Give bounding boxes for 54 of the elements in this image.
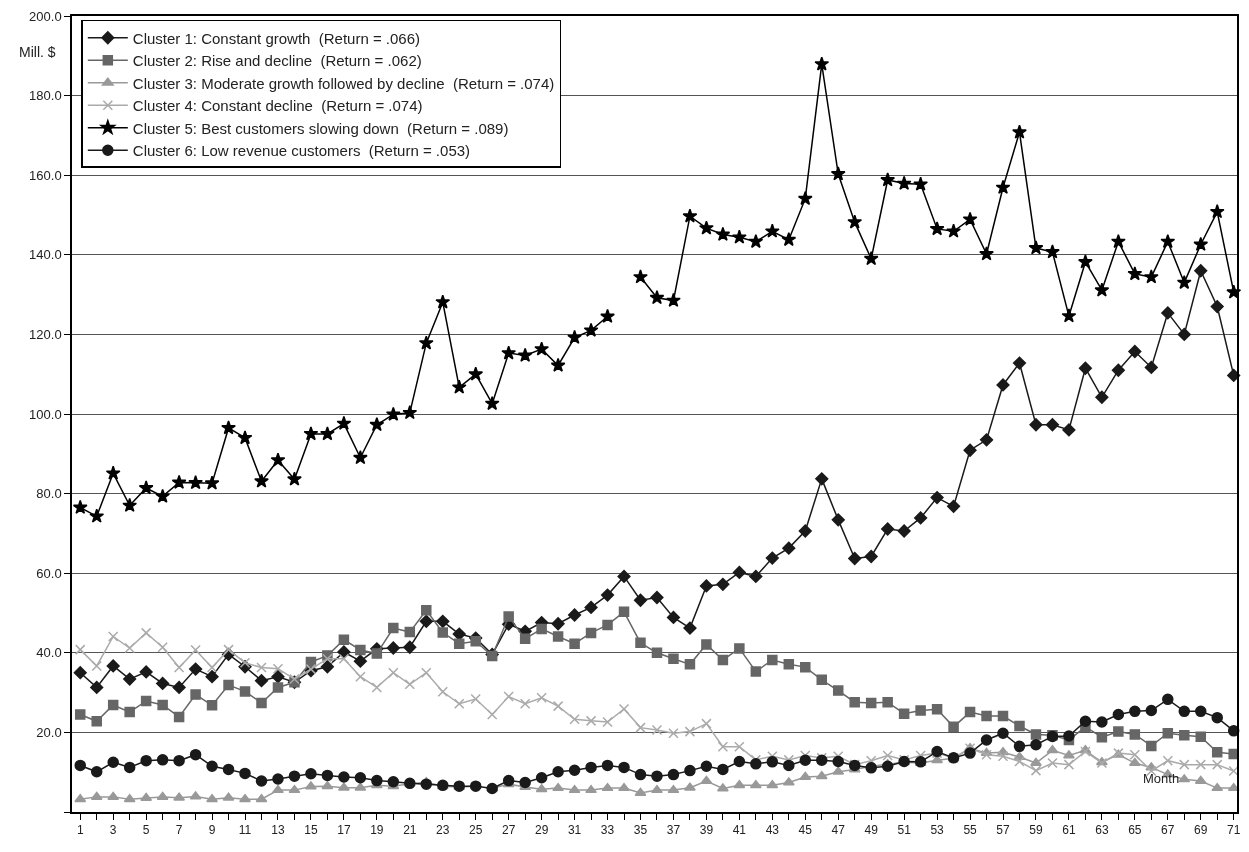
x-tick-label: 63 [1095, 823, 1109, 838]
legend-label: Cluster 2: Rise and decline (Return = .062) [132, 52, 422, 70]
x-tick-label: 43 [765, 823, 780, 838]
x-tick-label: 57 [996, 823, 1010, 838]
x-tick-label: 13 [271, 823, 285, 838]
x-tick-label: 69 [1194, 823, 1208, 838]
x-tick-label: 19 [370, 823, 384, 838]
x-tick-label: 9 [208, 823, 216, 838]
x-tick-label: 25 [469, 823, 483, 838]
legend-label: Cluster 1: Constant growth (Return = .066) [132, 29, 421, 47]
x-tick-label: 5 [142, 823, 150, 838]
y-tick-label: 180.0 [29, 88, 62, 104]
x-tick-label: 21 [403, 823, 417, 838]
x-tick-label: 41 [732, 823, 747, 838]
y-tick-label: 40.0 [36, 645, 62, 661]
x-tick-label: 1 [76, 823, 84, 838]
x-tick-label: 71 [1227, 823, 1241, 838]
x-tick-label: 27 [501, 823, 516, 838]
x-tick-label: 31 [567, 823, 582, 838]
y-axis-title: Mill. $ [19, 44, 56, 60]
x-tick-label: 7 [175, 823, 183, 838]
y-tick-label: 20.0 [36, 724, 62, 740]
legend-label: Cluster 5: Best customers slowing down (Return = .089) [132, 119, 509, 137]
x-axis-title: Month [1143, 771, 1180, 786]
x-tick-label: 23 [436, 823, 450, 838]
y-tick-label: 100.0 [29, 406, 62, 422]
x-tick-label: 55 [963, 823, 978, 838]
x-tick-label: 37 [666, 823, 681, 838]
x-tick-label: 3 [109, 823, 117, 838]
x-tick-label: 17 [337, 823, 351, 838]
x-tick-label: 47 [831, 823, 846, 838]
x-tick-label: 11 [238, 823, 252, 838]
x-tick-label: 29 [534, 823, 549, 838]
y-tick-label: 60.0 [36, 565, 62, 581]
x-tick-label: 51 [897, 823, 912, 838]
x-tick-label: 65 [1128, 823, 1142, 838]
x-tick-label: 59 [1029, 823, 1043, 838]
x-tick-label: 61 [1062, 823, 1076, 838]
x-tick-label: 67 [1161, 823, 1175, 838]
legend-label: Cluster 6: Low revenue customers (Return = .053) [132, 142, 471, 160]
x-tick-label: 15 [304, 823, 318, 838]
y-tick-label: 200.0 [29, 8, 62, 24]
y-tick-label: 120.0 [29, 326, 62, 342]
y-tick-label: 140.0 [29, 247, 62, 263]
x-tick-label: 45 [798, 823, 813, 838]
y-tick-label: 160.0 [29, 167, 62, 183]
x-tick-label: 53 [930, 823, 945, 838]
legend-label: Cluster 4: Constant decline (Return = .074) [132, 97, 423, 115]
y-tick-label: 80.0 [36, 486, 62, 502]
x-tick-label: 35 [633, 823, 648, 838]
x-tick-label: 49 [864, 823, 879, 838]
legend-label: Cluster 3: Moderate growth followed by decline (Return = .074) [132, 74, 555, 92]
x-tick-label: 33 [600, 823, 615, 838]
x-tick-label: 39 [699, 823, 714, 838]
